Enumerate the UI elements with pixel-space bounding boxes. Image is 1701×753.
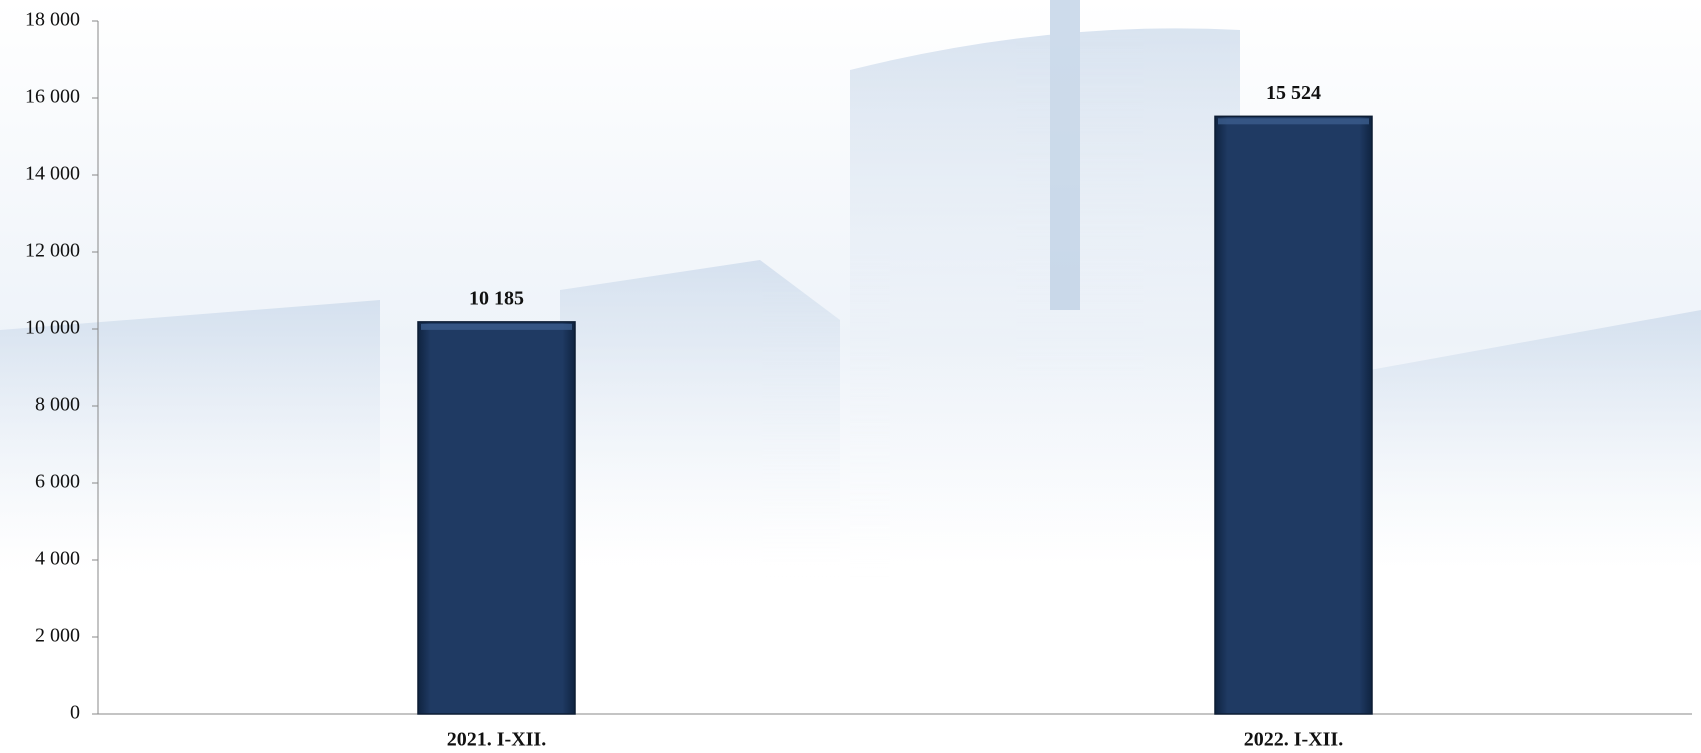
x-tick-label: 2021. I-XII. bbox=[447, 729, 546, 751]
data-label: 10 185 bbox=[469, 287, 524, 309]
y-tick-label: 4 000 bbox=[35, 548, 80, 570]
bar-highlight bbox=[1217, 118, 1370, 125]
y-tick-label: 18 000 bbox=[25, 9, 80, 31]
y-tick-label: 14 000 bbox=[25, 163, 80, 185]
y-tick-label: 16 000 bbox=[25, 86, 80, 108]
y-tick-label: 10 000 bbox=[25, 317, 80, 339]
bar bbox=[417, 321, 576, 715]
y-tick-label: 8 000 bbox=[35, 394, 80, 416]
y-tick-label: 2 000 bbox=[35, 625, 80, 647]
y-tick-label: 6 000 bbox=[35, 471, 80, 493]
bar-highlight bbox=[420, 323, 573, 330]
y-tick-label: 0 bbox=[70, 702, 80, 724]
background-buildings bbox=[0, 0, 1701, 600]
bar bbox=[1214, 115, 1373, 715]
y-tick-label: 12 000 bbox=[25, 240, 80, 262]
x-tick-label: 2022. I-XII. bbox=[1244, 729, 1343, 751]
data-label: 15 524 bbox=[1266, 82, 1321, 104]
